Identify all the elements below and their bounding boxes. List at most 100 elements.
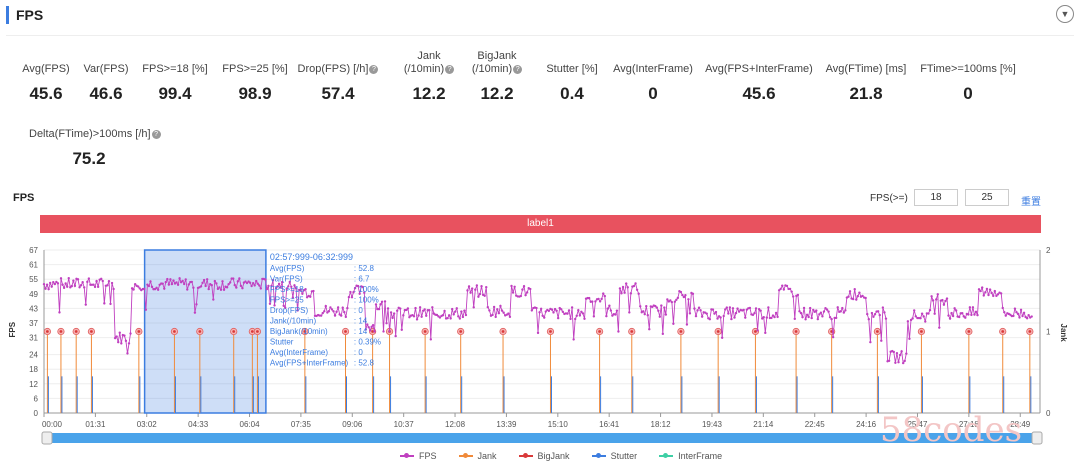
fps-point <box>343 310 346 314</box>
time-scrollbar[interactable] <box>44 433 1040 443</box>
fps-point <box>268 302 272 305</box>
fps-point <box>951 314 955 318</box>
fps-point <box>1022 311 1026 315</box>
jank-marker <box>967 330 971 333</box>
fps-point <box>621 285 625 289</box>
fps-point <box>936 293 939 296</box>
help-icon[interactable]: ? <box>445 64 455 74</box>
selection-box[interactable] <box>143 249 267 414</box>
fps-point <box>761 317 764 320</box>
metric-value: 0 <box>963 84 973 103</box>
fps-point <box>305 296 309 299</box>
metric-value: 57.4 <box>321 84 355 103</box>
fps-point <box>700 315 704 318</box>
fps-point <box>463 309 466 312</box>
fps-point <box>839 310 842 313</box>
fps-point <box>333 314 337 317</box>
fps-point <box>643 312 646 316</box>
fps-point <box>536 331 540 335</box>
legend-item[interactable]: Jank <box>458 451 497 461</box>
fps-point <box>725 306 728 309</box>
scroll-handle-right[interactable] <box>1031 431 1043 445</box>
fps-point <box>423 308 426 311</box>
fps-point <box>722 314 725 318</box>
fps-point <box>818 313 821 316</box>
fps-point <box>364 328 368 331</box>
fps-point <box>933 312 936 315</box>
fps-point <box>773 315 776 319</box>
fps-point <box>581 312 585 315</box>
fps-point <box>767 306 770 309</box>
fps-point <box>974 310 978 314</box>
fps-point <box>149 280 152 283</box>
fps-point <box>412 315 416 318</box>
fps-point <box>324 304 327 308</box>
fps-point <box>938 326 941 329</box>
legend-item[interactable]: FPS <box>400 451 437 461</box>
fps-point <box>848 290 852 293</box>
fps-point <box>736 307 739 310</box>
fps-point <box>474 288 477 291</box>
metric-value: 46.6 <box>89 84 123 103</box>
legend-item[interactable]: InterFrame <box>659 451 722 461</box>
fps-point <box>950 311 953 315</box>
help-icon[interactable]: ? <box>513 64 523 74</box>
fps-point <box>176 283 180 286</box>
chevron-down-icon[interactable]: ▼ <box>1056 5 1074 23</box>
fps-point <box>370 325 373 329</box>
fps-point <box>824 306 827 310</box>
fps-point <box>550 308 554 311</box>
fps-point <box>294 287 298 290</box>
fps-point <box>123 334 126 337</box>
scroll-handle-left[interactable] <box>41 431 53 445</box>
y-tick-label: 61 <box>29 261 38 270</box>
fps-point <box>1012 314 1015 318</box>
metric-label: Avg(InterFrame) <box>613 63 693 75</box>
fps-point <box>999 292 1003 295</box>
fps-point <box>181 279 184 283</box>
fps-point <box>561 310 565 313</box>
legend-item[interactable]: BigJank <box>518 451 570 461</box>
fps-point <box>765 316 769 319</box>
fps-point <box>379 303 382 306</box>
fps-point <box>346 306 349 310</box>
help-icon[interactable]: ? <box>369 64 379 74</box>
fps-point <box>930 295 933 298</box>
fps-point <box>836 306 839 309</box>
legend-swatch <box>659 453 674 458</box>
fps-point <box>199 285 203 288</box>
fps-point <box>602 292 605 295</box>
help-icon[interactable]: ? <box>151 129 161 139</box>
fps-point <box>785 284 789 288</box>
fps-point <box>182 282 186 286</box>
fps-point <box>1013 307 1017 310</box>
fps-point <box>530 309 534 312</box>
fps-point <box>267 284 270 288</box>
fps-point <box>184 278 187 281</box>
fps-point <box>193 311 197 314</box>
x-tick-label: 25:47 <box>907 420 928 429</box>
fps-point <box>513 285 516 289</box>
fps-point <box>161 282 164 285</box>
fps-point <box>470 287 474 290</box>
fps-point <box>319 314 323 317</box>
fps-point <box>464 313 468 317</box>
fps-point <box>774 311 778 315</box>
threshold-input-2[interactable]: 25 <box>965 189 1009 206</box>
fps-point <box>777 289 781 292</box>
fps-point <box>869 340 872 344</box>
fps-point <box>651 305 654 309</box>
fps-point <box>976 313 979 317</box>
threshold-input-1[interactable]: 18 <box>914 189 958 206</box>
reset-button[interactable]: 重置 <box>1021 197 1041 208</box>
fps-point <box>779 287 782 291</box>
fps-point <box>366 323 369 326</box>
fps-point <box>618 287 622 290</box>
fps-point <box>606 307 610 310</box>
label-band[interactable]: label1 <box>40 215 1041 233</box>
fps-point <box>222 288 226 291</box>
fps-point <box>771 314 775 317</box>
legend-item[interactable]: Stutter <box>591 451 637 461</box>
fps-point <box>878 313 881 317</box>
